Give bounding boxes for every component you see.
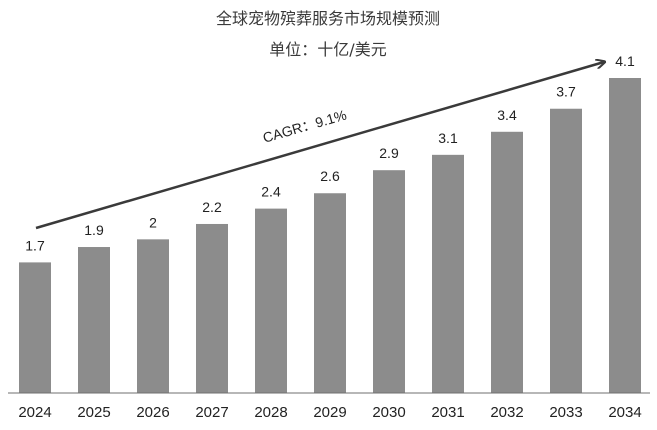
- x-tick-label-2032: 2032: [490, 404, 523, 421]
- x-tick-label-2025: 2025: [77, 404, 110, 421]
- value-label-2031: 3.1: [438, 130, 458, 146]
- x-tick-label-2030: 2030: [372, 404, 405, 421]
- bar-2027: [196, 223, 228, 393]
- bar-2032: [491, 131, 523, 393]
- value-label-2029: 2.6: [320, 168, 340, 184]
- value-label-2024: 1.7: [25, 237, 45, 253]
- bar-2029: [314, 193, 346, 393]
- value-label-2025: 1.9: [84, 222, 104, 238]
- value-label-2030: 2.9: [379, 145, 399, 161]
- x-tick-label-2031: 2031: [431, 404, 464, 421]
- x-tick-labels-group: 2024 2025 2026 2027 2028 2029 2030 2031 2032 2033…: [18, 404, 641, 421]
- bar-2031: [432, 154, 464, 393]
- bar-2024: [19, 262, 51, 393]
- bars-group: [19, 78, 641, 394]
- value-label-2033: 3.7: [556, 84, 576, 100]
- value-labels-group: 1.7 1.9 2 2.2 2.4 2.6 2.9 3.1 3.4 3.7 4.1: [25, 53, 635, 253]
- value-label-2034: 4.1: [615, 53, 635, 69]
- bar-2033: [550, 108, 582, 394]
- bar-2025: [78, 247, 110, 393]
- bar-2026: [137, 239, 169, 393]
- value-label-2026: 2: [149, 214, 157, 230]
- bar-2028: [255, 208, 287, 393]
- x-tick-label-2024: 2024: [18, 404, 51, 421]
- x-tick-label-2033: 2033: [549, 404, 582, 421]
- chart-subtitle: 单位：十亿/美元: [269, 40, 386, 59]
- chart-title: 全球宠物殡葬服务市场规模预测: [216, 9, 440, 28]
- bar-2030: [373, 170, 405, 393]
- bar-2034: [609, 78, 641, 393]
- x-tick-label-2028: 2028: [254, 404, 287, 421]
- value-label-2032: 3.4: [497, 107, 517, 123]
- value-label-2027: 2.2: [202, 199, 222, 215]
- x-tick-label-2027: 2027: [195, 404, 228, 421]
- x-tick-label-2026: 2026: [136, 404, 169, 421]
- x-tick-label-2029: 2029: [313, 404, 346, 421]
- value-label-2028: 2.4: [261, 184, 281, 200]
- x-tick-label-2034: 2034: [608, 404, 641, 421]
- cagr-arrow: [35, 62, 604, 230]
